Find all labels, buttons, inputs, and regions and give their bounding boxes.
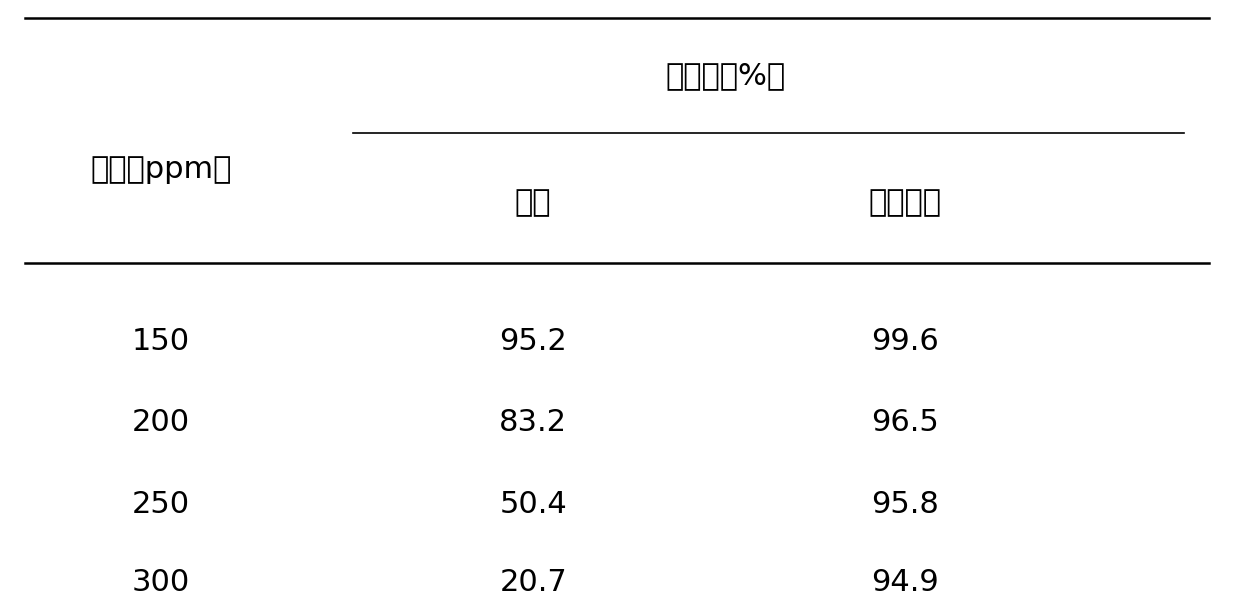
Text: 83.2: 83.2 xyxy=(500,408,567,437)
Text: 300: 300 xyxy=(133,568,190,597)
Text: 去除率（%）: 去除率（%） xyxy=(666,61,785,90)
Text: 电催化膜: 电催化膜 xyxy=(869,188,941,217)
Text: 96.5: 96.5 xyxy=(872,408,939,437)
Text: 200: 200 xyxy=(133,408,190,437)
Text: 浓度（ppm）: 浓度（ppm） xyxy=(91,155,232,184)
Text: 50.4: 50.4 xyxy=(500,490,567,519)
Text: 95.8: 95.8 xyxy=(872,490,939,519)
Text: 94.9: 94.9 xyxy=(872,568,939,597)
Text: 炭膜: 炭膜 xyxy=(515,188,552,217)
Text: 95.2: 95.2 xyxy=(500,327,567,356)
Text: 20.7: 20.7 xyxy=(500,568,567,597)
Text: 250: 250 xyxy=(133,490,190,519)
Text: 150: 150 xyxy=(133,327,190,356)
Text: 99.6: 99.6 xyxy=(872,327,939,356)
